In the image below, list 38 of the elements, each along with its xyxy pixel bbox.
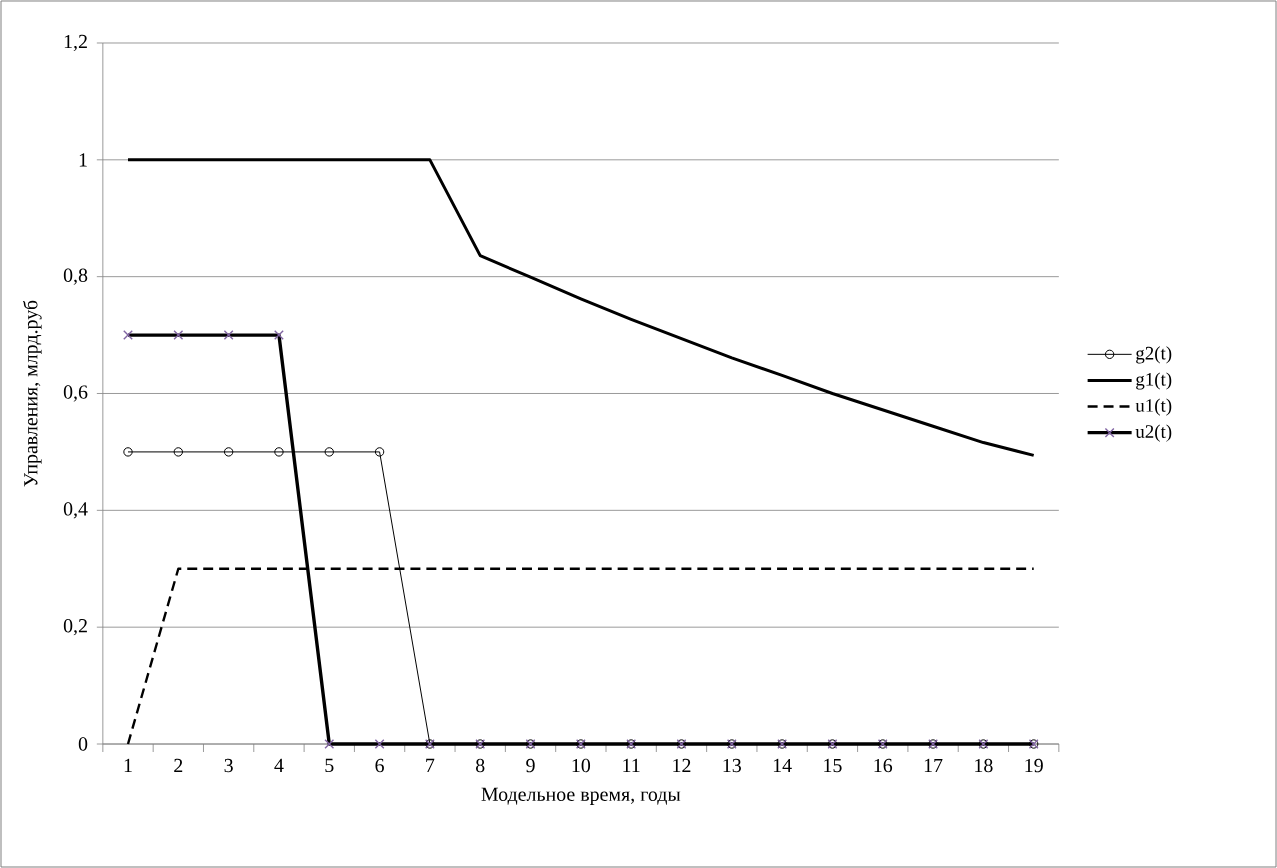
x-tick-label: 11 — [623, 758, 640, 772]
x-tick-label: 7 — [426, 758, 435, 772]
x-tick-label: 4 — [274, 758, 284, 772]
point — [374, 447, 385, 457]
point — [274, 447, 284, 457]
x-tick-label: 8 — [476, 758, 485, 773]
legend-label: g2(t) — [1136, 346, 1172, 364]
x-tick-label: 3 — [224, 758, 233, 773]
legend-label: g1(t) — [1136, 372, 1172, 390]
x-axis-title: Модельное время, годы — [481, 787, 681, 806]
y-tick-label: 0,4 — [63, 502, 88, 519]
point — [324, 447, 334, 457]
y-tick-label: 1,2 — [64, 34, 87, 52]
x-tick-label: 18 — [975, 758, 993, 773]
x-tick-label: 10 — [572, 758, 591, 773]
point — [223, 447, 234, 457]
x-tick-label: 14 — [773, 758, 792, 772]
x-tick-label: 1 — [124, 758, 132, 772]
x-tick-label: 12 — [673, 758, 691, 773]
point — [173, 447, 183, 457]
y-tick-label: 0,6 — [63, 385, 88, 402]
y-axis-title: Управления, млрд.руб — [23, 300, 42, 487]
legend-label: u2(t) — [1135, 424, 1172, 442]
y-tick-label: 0,2 — [63, 619, 87, 636]
x-tick-label: 16 — [874, 758, 893, 773]
x-tick-label: 9 — [526, 758, 535, 773]
x-tick-label: 6 — [375, 758, 384, 773]
point — [123, 447, 133, 457]
x-tick-label: 2 — [174, 758, 183, 773]
x-tick-label: 15 — [824, 758, 842, 773]
legend-label: u1(t) — [1135, 398, 1172, 416]
y-tick-label: 1 — [79, 153, 87, 167]
y-tick-label: 0 — [78, 737, 88, 751]
x-tick-label: 17 — [924, 758, 943, 772]
y-tick-label: 0,8 — [63, 268, 88, 285]
x-tick-label: 19 — [1025, 758, 1043, 773]
x-tick-label: 5 — [325, 758, 334, 773]
x-tick-label: 13 — [723, 758, 741, 773]
